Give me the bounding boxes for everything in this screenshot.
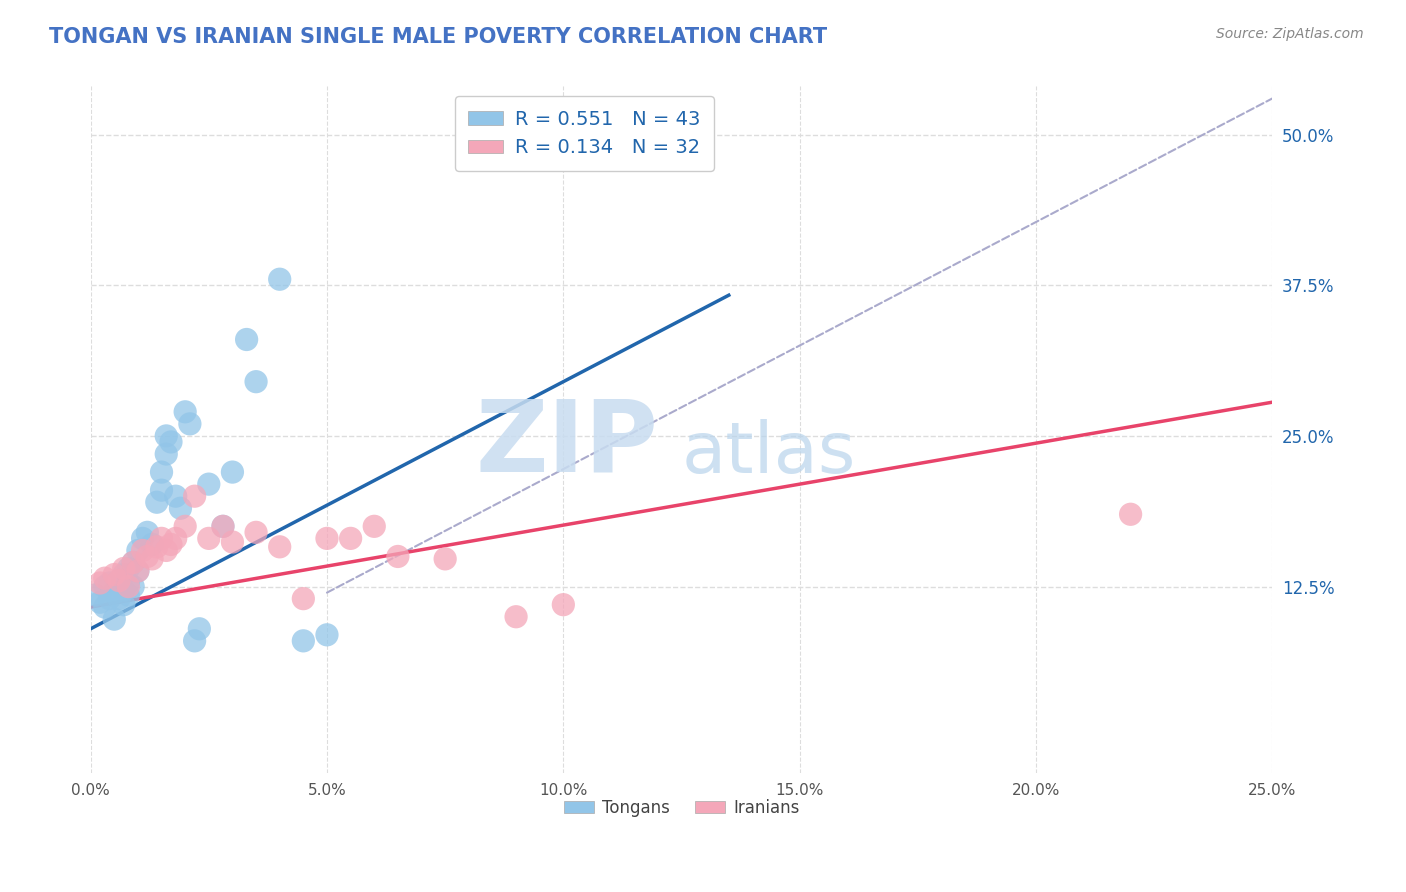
Point: [169, 501, 191, 516]
Point: [339, 532, 361, 546]
Point: [117, 580, 139, 594]
Point: [122, 580, 145, 594]
Point: [84, 588, 107, 602]
Point: [150, 465, 173, 479]
Point: [89, 576, 111, 591]
Point: [188, 622, 211, 636]
Point: [212, 519, 235, 533]
Point: [108, 591, 131, 606]
Point: [316, 532, 339, 546]
Point: [112, 567, 135, 582]
Text: TONGAN VS IRANIAN SINGLE MALE POVERTY CORRELATION CHART: TONGAN VS IRANIAN SINGLE MALE POVERTY CO…: [49, 27, 827, 46]
Text: Source: ZipAtlas.com: Source: ZipAtlas.com: [1216, 27, 1364, 41]
Point: [155, 447, 177, 461]
Point: [103, 567, 125, 582]
Point: [198, 532, 221, 546]
Point: [174, 405, 197, 419]
Point: [94, 571, 117, 585]
Point: [136, 525, 159, 540]
Point: [198, 477, 221, 491]
Point: [94, 580, 117, 594]
Point: [434, 552, 457, 566]
Point: [221, 535, 243, 549]
Point: [212, 519, 235, 533]
Point: [174, 519, 197, 533]
Point: [387, 549, 409, 564]
Point: [316, 628, 339, 642]
Point: [98, 591, 121, 606]
Point: [245, 375, 267, 389]
Point: [146, 495, 169, 509]
Point: [117, 561, 139, 575]
Point: [98, 576, 121, 591]
Point: [179, 417, 201, 431]
Point: [108, 574, 131, 588]
Point: [117, 588, 139, 602]
Point: [146, 540, 169, 554]
Point: [108, 574, 131, 588]
Point: [160, 434, 183, 449]
Point: [1119, 508, 1142, 522]
Text: ZIP: ZIP: [475, 395, 658, 492]
Point: [183, 633, 205, 648]
Point: [103, 585, 125, 599]
Point: [292, 633, 315, 648]
Point: [245, 525, 267, 540]
Point: [94, 600, 117, 615]
Point: [155, 429, 177, 443]
Point: [155, 543, 177, 558]
Point: [112, 598, 135, 612]
Point: [131, 532, 153, 546]
Point: [136, 549, 159, 564]
Point: [127, 543, 149, 558]
Point: [235, 333, 257, 347]
Point: [292, 591, 315, 606]
Point: [122, 556, 145, 570]
Point: [221, 465, 243, 479]
Legend: Tongans, Iranians: Tongans, Iranians: [557, 792, 806, 823]
Point: [553, 598, 575, 612]
Point: [269, 272, 291, 286]
Point: [112, 583, 135, 598]
Point: [150, 483, 173, 498]
Point: [165, 532, 187, 546]
Point: [165, 489, 187, 503]
Point: [150, 532, 173, 546]
Point: [131, 543, 153, 558]
Text: atlas: atlas: [682, 419, 856, 489]
Point: [141, 552, 163, 566]
Point: [103, 612, 125, 626]
Point: [89, 595, 111, 609]
Point: [269, 540, 291, 554]
Point: [363, 519, 385, 533]
Point: [127, 564, 149, 578]
Point: [141, 537, 163, 551]
Point: [112, 561, 135, 575]
Point: [127, 564, 149, 578]
Point: [183, 489, 205, 503]
Point: [160, 537, 183, 551]
Point: [117, 576, 139, 591]
Point: [505, 609, 527, 624]
Point: [122, 556, 145, 570]
